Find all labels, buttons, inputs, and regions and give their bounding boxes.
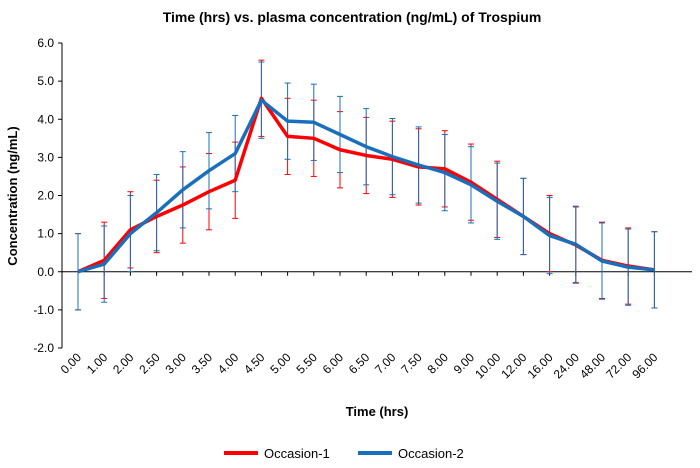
x-tick-label: 6.50	[346, 350, 373, 377]
x-tick-label: 5.00	[267, 350, 294, 377]
x-tick-label: 5.50	[294, 350, 321, 377]
y-tick-label: 2.0	[37, 189, 54, 203]
y-tick-label: 6.0	[37, 36, 54, 50]
x-tick-label: 10.00	[472, 350, 503, 381]
legend-label-occasion-2: Occasion-2	[398, 446, 464, 461]
plot-area	[75, 59, 658, 311]
x-tick-label: 4.50	[241, 350, 268, 377]
y-tick-label: 5.0	[37, 74, 54, 88]
x-tick-label: 2.50	[136, 350, 163, 377]
x-tick-label: 24.00	[551, 350, 582, 381]
chart-title: Time (hrs) vs. plasma concentration (ng/…	[163, 9, 542, 25]
x-tick-label: 72.00	[603, 350, 634, 381]
y-tick-label: 4.0	[37, 112, 54, 126]
x-tick-label: 0.00	[58, 350, 85, 377]
y-tick-label: -1.0	[33, 303, 54, 317]
x-tick-label: 3.50	[189, 350, 216, 377]
x-tick-label: 12.00	[498, 350, 529, 381]
x-axis-title: Time (hrs)	[346, 404, 409, 419]
x-tick-label: 7.50	[398, 350, 425, 377]
legend: Occasion-1 Occasion-2	[224, 446, 464, 461]
x-tick-label: 16.00	[525, 350, 556, 381]
x-tick-label: 96.00	[629, 350, 660, 381]
y-tick-label: 1.0	[37, 227, 54, 241]
x-tick-label: 7.00	[372, 350, 399, 377]
y-axis-title: Concentration (ng/mL)	[5, 126, 20, 265]
x-tick-label: 1.00	[84, 350, 111, 377]
y-tick-label: -2.0	[33, 341, 54, 355]
y-tick-label: 0.0	[37, 265, 54, 279]
x-tick-label: 2.00	[110, 350, 137, 377]
x-tick-label: 4.00	[215, 350, 242, 377]
x-tick-label: 3.00	[163, 350, 190, 377]
x-axis: 0.00 1.00 2.00 2.50 3.00 3.50 4.00 4.50 5.00 5.50…	[58, 271, 692, 381]
x-tick-label: 6.00	[320, 350, 347, 377]
x-tick-label: 48.00	[577, 350, 608, 381]
y-tick-label: 3.0	[37, 150, 54, 164]
y-axis: 6.0 5.0 4.0 3.0 2.0 1.0 0.0 -1.0 -2.0	[33, 36, 63, 355]
x-tick-label: 8.00	[425, 350, 452, 377]
series-line-occasion-2	[77, 98, 655, 274]
legend-label-occasion-1: Occasion-1	[264, 446, 330, 461]
